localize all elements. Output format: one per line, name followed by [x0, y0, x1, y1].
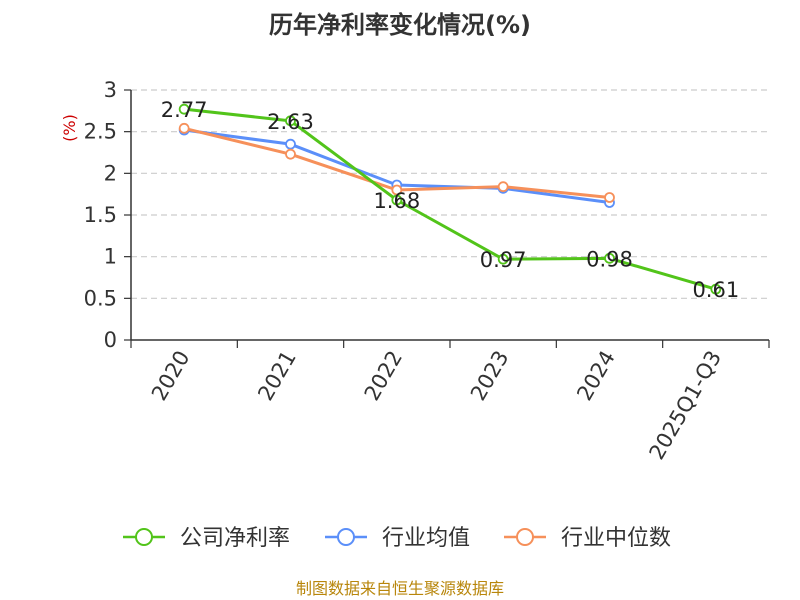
data-label-company-net-margin: 2.77: [161, 98, 208, 122]
source-note: 制图数据来自恒生聚源数据库: [296, 579, 504, 598]
data-point-industry-median[interactable]: [178, 122, 190, 134]
data-point-industry-median[interactable]: [497, 181, 509, 193]
y-ticks: 0 0.5 1 1.5 2 2.5 3: [84, 78, 131, 352]
x-tick-label: 2020: [147, 347, 195, 405]
y-tick-label: 2: [104, 161, 117, 185]
data-labels: 2.77 2.63 1.68 0.97 0.98 0.61: [161, 98, 739, 302]
legend-item-company-net-margin[interactable]: 公司净利率: [123, 526, 290, 551]
data-point-industry-median[interactable]: [285, 148, 296, 160]
data-label-company-net-margin: 0.97: [480, 248, 527, 272]
y-tick-label: 0: [104, 328, 117, 352]
legend-marker-industry-median: [516, 528, 534, 546]
data-label-company-net-margin: 2.63: [267, 110, 314, 134]
x-ticks: 2020 2021 2022 2023 2024 2025Q1-Q3: [130, 340, 770, 464]
y-tick-label: 2.5: [84, 120, 117, 144]
data-point-company-net-margin[interactable]: [710, 283, 722, 295]
legend-label-industry-median: 行业中位数: [561, 526, 671, 551]
x-tick-label: 2025Q1-Q3: [645, 347, 727, 464]
data-point-company-net-margin[interactable]: [604, 252, 615, 264]
y-tick-label: 0.5: [84, 286, 117, 310]
legend-marker-industry-mean: [337, 528, 355, 546]
legend-label-company-net-margin: 公司净利率: [180, 526, 290, 551]
legend: 公司净利率 行业均值 行业中位数: [123, 526, 671, 551]
x-tick-label: 2023: [466, 346, 514, 404]
data-point-industry-median[interactable]: [391, 184, 403, 196]
series-line-company-net-margin: [184, 107, 717, 291]
data-point-company-net-margin[interactable]: [497, 253, 509, 265]
x-tick-label: 2021: [253, 347, 301, 405]
y-tick-label: 3: [104, 78, 117, 102]
data-point-company-net-margin[interactable]: [285, 115, 296, 127]
data-point-industry-median[interactable]: [604, 192, 615, 203]
data-point-industry-mean[interactable]: [285, 138, 296, 150]
legend-label-industry-mean: 行业均值: [382, 526, 470, 551]
data-point-company-net-margin[interactable]: [391, 194, 403, 206]
chart-title: 历年净利率变化情况(%): [269, 11, 531, 39]
y-axis-unit-label: (%): [60, 114, 79, 142]
legend-item-industry-mean[interactable]: 行业均值: [325, 526, 470, 551]
series-lines: [178, 103, 722, 295]
grid-lines: [131, 89, 769, 299]
legend-marker-company-net-margin: [135, 528, 153, 546]
x-tick-label: 2024: [572, 347, 620, 405]
data-point-company-net-margin[interactable]: [178, 103, 190, 115]
data-label-company-net-margin: 0.98: [586, 247, 633, 271]
x-tick-label: 2022: [360, 347, 408, 405]
y-tick-label: 1: [104, 245, 117, 269]
data-label-company-net-margin: 1.68: [373, 189, 420, 213]
y-tick-label: 1.5: [84, 203, 117, 227]
legend-item-industry-median[interactable]: 行业中位数: [504, 526, 671, 551]
data-label-company-net-margin: 0.61: [692, 278, 739, 302]
